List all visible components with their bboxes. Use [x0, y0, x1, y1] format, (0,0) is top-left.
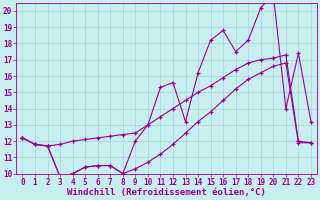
X-axis label: Windchill (Refroidissement éolien,°C): Windchill (Refroidissement éolien,°C) — [67, 188, 266, 197]
